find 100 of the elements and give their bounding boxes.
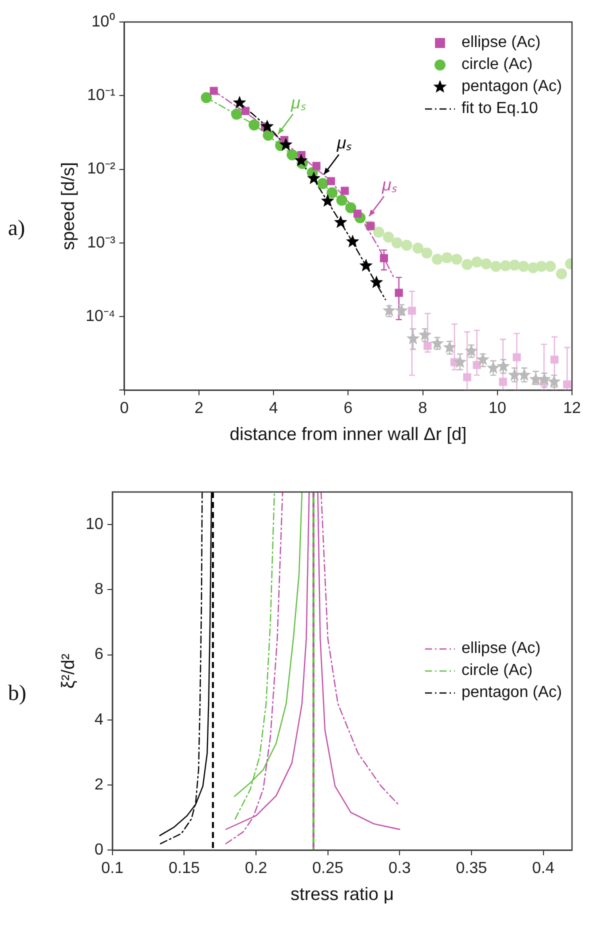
point xyxy=(320,194,334,207)
point xyxy=(463,373,472,382)
point xyxy=(430,336,444,350)
point xyxy=(373,226,384,238)
point xyxy=(424,342,432,350)
x-tick-label: 4 xyxy=(269,400,278,418)
x-tick-label: 6 xyxy=(344,400,353,418)
point xyxy=(500,260,512,272)
point xyxy=(418,328,432,341)
legend-label: ellipse (Ac) xyxy=(461,639,541,660)
point xyxy=(464,344,478,357)
point xyxy=(392,237,403,248)
point xyxy=(536,260,547,272)
x-tick-label: 0.25 xyxy=(312,860,344,878)
y-tick-label: 2 xyxy=(94,776,104,794)
y-tick-label: 6 xyxy=(94,646,104,664)
y-tick-label: 10⁻¹ xyxy=(87,87,116,104)
point xyxy=(260,120,274,132)
point xyxy=(453,355,467,368)
point xyxy=(200,92,212,104)
y-tick-label: 10⁻³ xyxy=(87,234,116,252)
point xyxy=(408,306,416,315)
point xyxy=(442,252,453,264)
x-tick-label: 0.1 xyxy=(101,860,124,878)
legend-label: pentagon (Ac) xyxy=(461,77,562,97)
x-axis-title: stress ratio μ xyxy=(290,884,394,904)
legend-label: pentagon (Ac) xyxy=(461,683,562,704)
point xyxy=(498,378,508,386)
annotation: μₛ xyxy=(381,176,398,195)
x-axis-title: distance from inner wall Δr [d] xyxy=(230,424,467,444)
point xyxy=(286,149,298,160)
point xyxy=(480,258,492,270)
y-axis-title: speed [d/s] xyxy=(58,162,78,250)
point xyxy=(326,187,338,198)
point xyxy=(563,380,572,388)
x-tick-label: 0 xyxy=(120,400,129,418)
x-tick-label: 10 xyxy=(488,400,506,418)
x-tick-label: 12 xyxy=(563,400,581,418)
legend-label: circle (Ac) xyxy=(461,661,533,682)
point xyxy=(394,288,403,297)
point xyxy=(248,119,260,130)
point xyxy=(442,340,456,354)
point xyxy=(210,86,218,95)
legend-label: ellipse (Ac) xyxy=(461,33,541,53)
point xyxy=(231,108,242,120)
x-tick-label: 0.35 xyxy=(456,860,488,878)
point xyxy=(412,242,424,254)
point xyxy=(241,106,250,115)
point xyxy=(380,254,388,262)
x-tick-label: 0.4 xyxy=(532,860,554,878)
point xyxy=(451,254,462,265)
point xyxy=(394,304,408,316)
y-tick-label: 8 xyxy=(94,581,104,598)
point xyxy=(262,130,274,141)
point xyxy=(340,186,349,195)
point xyxy=(544,260,556,272)
text: a) xyxy=(8,215,26,241)
y-tick-label: 0 xyxy=(94,842,104,859)
y-tick-label: 4 xyxy=(94,711,104,728)
point xyxy=(382,232,394,243)
point xyxy=(509,260,520,271)
point xyxy=(421,247,432,258)
point xyxy=(508,368,522,381)
y-tick-label: 10 xyxy=(86,516,104,533)
point xyxy=(547,374,561,388)
point xyxy=(490,260,502,272)
y-tick-label: 10⁻² xyxy=(87,160,116,178)
point xyxy=(518,368,531,381)
point xyxy=(556,268,568,280)
point xyxy=(476,352,490,366)
legend-label: fit to Eq.10 xyxy=(461,99,538,119)
point xyxy=(336,194,348,206)
point xyxy=(401,240,412,251)
point xyxy=(294,154,308,166)
legend-label: circle (Ac) xyxy=(461,55,533,75)
annotation: μₛ xyxy=(290,93,306,112)
annotation: μₛ xyxy=(336,134,352,153)
point xyxy=(406,332,420,344)
point xyxy=(471,256,482,268)
point xyxy=(550,356,558,364)
point xyxy=(529,372,542,386)
point xyxy=(346,234,360,248)
point xyxy=(353,210,362,218)
y-tick-label: 10⁰ xyxy=(91,12,116,30)
y-tick-label: 10⁻⁴ xyxy=(86,308,116,325)
x-tick-label: 0.2 xyxy=(244,860,268,878)
point xyxy=(334,215,348,228)
point xyxy=(518,260,529,272)
point xyxy=(512,353,521,362)
point xyxy=(359,258,373,272)
point xyxy=(496,359,510,372)
point xyxy=(432,254,443,265)
point xyxy=(326,177,336,186)
point xyxy=(232,96,246,108)
point xyxy=(486,361,500,374)
point xyxy=(382,304,396,316)
point xyxy=(538,372,552,386)
text: b) xyxy=(8,680,28,706)
point xyxy=(472,360,481,370)
point xyxy=(317,178,328,190)
